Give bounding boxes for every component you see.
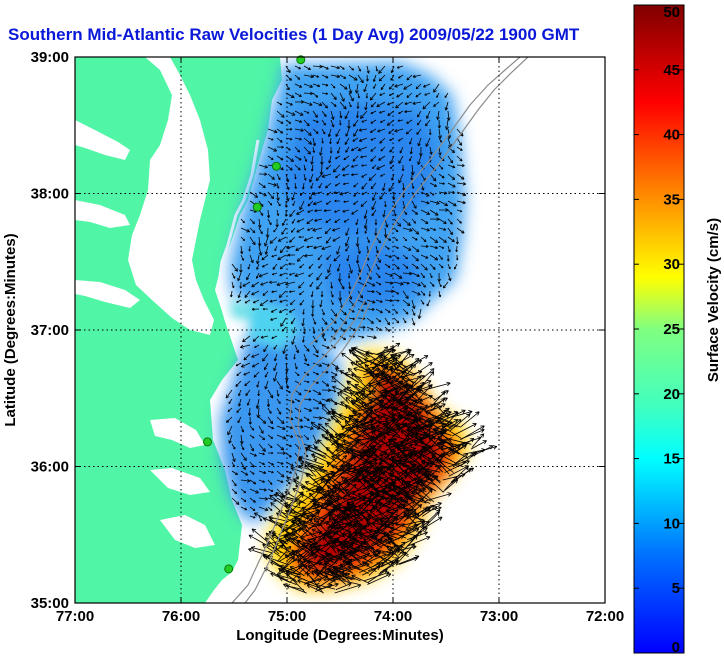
current-vectors bbox=[225, 64, 498, 594]
colorbar-tick-label: 0 bbox=[672, 639, 680, 656]
y-tick-label: 39:00 bbox=[31, 49, 69, 66]
x-tick-label: 73:00 bbox=[480, 608, 518, 625]
x-tick-label: 74:00 bbox=[374, 608, 412, 625]
radar-station-marker bbox=[252, 202, 262, 212]
chesapeake-bay bbox=[75, 57, 215, 548]
x-tick-label: 75:00 bbox=[268, 608, 306, 625]
radar-station-marker bbox=[203, 437, 212, 447]
colorbar-tick-label: 10 bbox=[663, 515, 680, 532]
radar-station-marker bbox=[296, 55, 306, 65]
bathymetry-contours bbox=[231, 57, 529, 603]
coastal-lagoon bbox=[216, 139, 260, 356]
x-axis-label: Longitude (Degrees:Minutes) bbox=[236, 627, 444, 644]
colorbar-tick-label: 30 bbox=[663, 256, 680, 273]
grid-lines bbox=[75, 57, 605, 603]
y-tick-label: 38:00 bbox=[31, 186, 69, 203]
radar-stations bbox=[203, 55, 306, 574]
radar-station-marker bbox=[224, 564, 234, 574]
y-tick-label: 37:00 bbox=[31, 322, 69, 339]
x-tick-label: 76:00 bbox=[162, 608, 200, 625]
y-axis: 39:00 38:00 37:00 36:00 35:00 bbox=[31, 49, 605, 612]
colorbar-tick-label: 35 bbox=[663, 191, 680, 208]
y-tick-label: 35:00 bbox=[31, 595, 69, 612]
colorbar-tick-label: 20 bbox=[663, 386, 680, 403]
colorbar-label: Surface Velocity (cm/s) bbox=[705, 218, 722, 382]
colorbar-tick-label: 40 bbox=[663, 127, 680, 144]
colorbar-tick-label: 15 bbox=[663, 451, 680, 468]
velocity-field bbox=[220, 62, 498, 594]
colorbar-tick-label: 50 bbox=[663, 4, 680, 21]
x-tick-label: 72:00 bbox=[586, 608, 624, 625]
colorbar-tick-label: 5 bbox=[672, 580, 680, 597]
chart-title: Southern Mid-Atlantic Raw Velocities (1 … bbox=[8, 25, 580, 44]
y-axis-label: Latitude (Degrees:Minutes) bbox=[2, 233, 19, 426]
y-tick-label: 36:00 bbox=[31, 459, 69, 476]
colorbar-tick-label: 45 bbox=[663, 62, 680, 79]
radar-station-marker bbox=[271, 161, 281, 171]
x-axis: 77:00 76:00 75:00 74:00 73:00 72:00 bbox=[56, 57, 624, 625]
x-tick-label: 77:00 bbox=[56, 608, 94, 625]
colorbar-tick-label: 25 bbox=[663, 321, 680, 338]
